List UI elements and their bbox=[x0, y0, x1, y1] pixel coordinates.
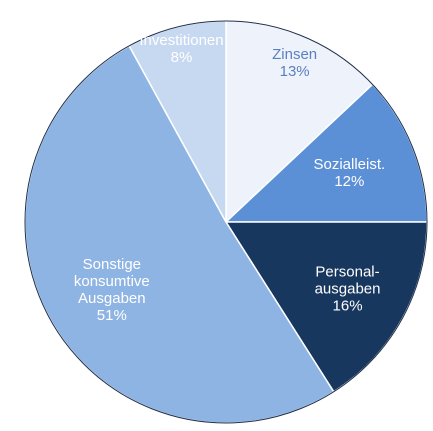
slice-value: 13% bbox=[279, 63, 310, 81]
slice-label: Sozialleist. 12% bbox=[313, 156, 385, 190]
slice-name: Sozialleist. bbox=[313, 156, 386, 174]
slice-label: Zinsen 13% bbox=[272, 46, 317, 80]
slice-value: 51% bbox=[96, 306, 127, 324]
pie-outline bbox=[24, 20, 428, 424]
slice-name: Investitionen bbox=[139, 31, 224, 49]
slice-name: Zinsen bbox=[272, 46, 318, 64]
slice-value: 8% bbox=[170, 48, 193, 66]
slice-label: Sonstige konsumtive Ausgaben 51% bbox=[74, 256, 150, 324]
slice-value: 16% bbox=[332, 297, 363, 315]
slice-value: 12% bbox=[334, 173, 365, 191]
slice-name: Personal- ausgaben bbox=[314, 263, 381, 298]
slice-label: Investitionen 8% bbox=[139, 32, 223, 66]
slice-label: Personal- ausgaben 16% bbox=[315, 263, 381, 314]
slice-name: Sonstige konsumtive Ausgaben bbox=[73, 255, 150, 307]
